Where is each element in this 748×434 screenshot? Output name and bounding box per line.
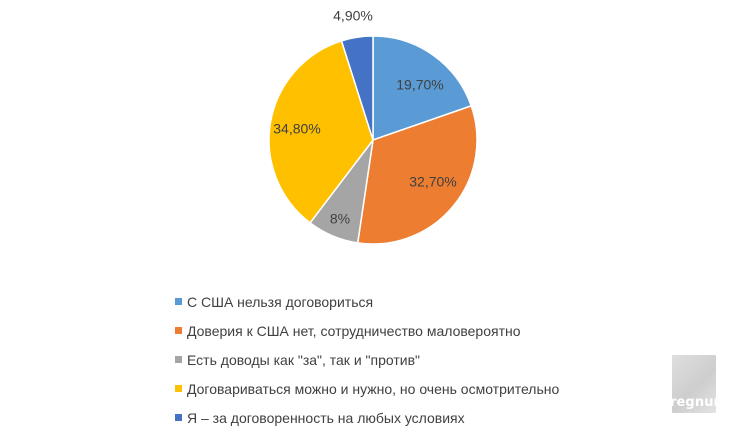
legend-item-2: Доверия к США нет, сотрудничество малове… bbox=[175, 316, 559, 345]
legend-swatch-2 bbox=[175, 327, 182, 334]
data-label-4: 34,80% bbox=[273, 121, 320, 137]
legend-label-5: Я – за договоренность на любых условиях bbox=[187, 409, 465, 426]
pie-slice-4 bbox=[268, 39, 374, 224]
data-label-1: 19,70% bbox=[396, 77, 443, 93]
data-label-3: 8% bbox=[330, 211, 350, 227]
legend-swatch-5 bbox=[175, 414, 182, 421]
data-label-5: 4,90% bbox=[333, 8, 373, 24]
legend-swatch-4 bbox=[175, 385, 182, 392]
pie-slice-2 bbox=[356, 104, 478, 245]
legend-label-4: Договариваться можно и нужно, но очень о… bbox=[187, 380, 560, 397]
legend-item-1: С США нельзя договориться bbox=[175, 287, 559, 316]
legend-label-2: Доверия к США нет, сотрудничество малове… bbox=[187, 322, 521, 339]
watermark-text: regnum bbox=[670, 395, 728, 410]
data-label-2: 32,70% bbox=[409, 174, 456, 190]
pie-slice-5 bbox=[340, 35, 374, 141]
chart-legend: С США нельзя договориться Доверия к США н… bbox=[175, 287, 559, 432]
regnum-logo-icon bbox=[672, 355, 716, 413]
legend-swatch-1 bbox=[175, 298, 182, 305]
legend-item-5: Я – за договоренность на любых условиях bbox=[175, 403, 559, 432]
legend-item-3: Есть доводы как "за", так и "против" bbox=[175, 345, 559, 374]
legend-label-3: Есть доводы как "за", так и "против" bbox=[187, 351, 420, 368]
legend-label-1: С США нельзя договориться bbox=[187, 293, 374, 310]
legend-swatch-3 bbox=[175, 356, 182, 363]
legend-item-4: Договариваться можно и нужно, но очень о… bbox=[175, 374, 559, 403]
regnum-watermark: regnum bbox=[664, 355, 732, 417]
